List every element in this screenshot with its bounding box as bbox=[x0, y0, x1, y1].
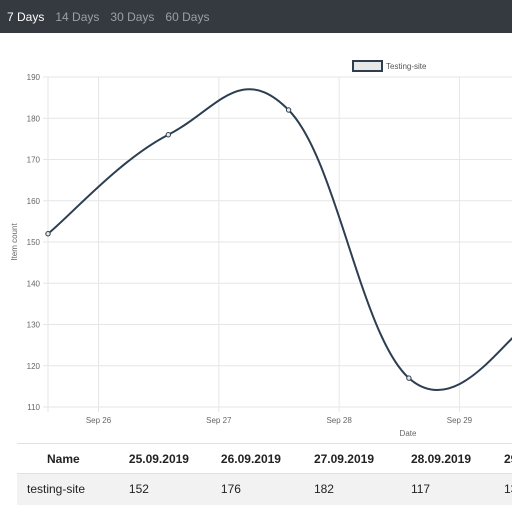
data-point[interactable] bbox=[165, 132, 172, 138]
tab-14-days[interactable]: 14 Days bbox=[55, 9, 100, 24]
y-tick-label: 160 bbox=[27, 197, 41, 206]
y-axis-ticks: 110 120 130 140 150 160 170 180 190 bbox=[27, 73, 41, 412]
y-tick-label: 180 bbox=[27, 114, 41, 123]
data-point[interactable] bbox=[45, 231, 51, 237]
counts-table-container: Name 25.09.2019 26.09.2019 27.09.2019 28… bbox=[17, 443, 512, 511]
header-date: 28.09.2019 bbox=[402, 443, 500, 474]
tab-60-days[interactable]: 60 Days bbox=[165, 9, 210, 24]
series-testing-site bbox=[45, 88, 512, 391]
cell-value: 182 bbox=[305, 473, 403, 505]
legend-label: Testing-site bbox=[386, 62, 427, 71]
header-date: 25.09.2019 bbox=[111, 443, 209, 474]
chart-canvas: 110 120 130 140 150 160 170 180 190 Sep 26 Sep 27… bbox=[10, 60, 512, 438]
cell-site-name: testing-site bbox=[17, 473, 112, 505]
table-header-row: Name 25.09.2019 26.09.2019 27.09.2019 28… bbox=[17, 443, 512, 474]
data-point[interactable] bbox=[406, 375, 412, 381]
x-tick-label: Sep 28 bbox=[326, 416, 352, 425]
tab-7-days[interactable]: 7 Days bbox=[7, 9, 45, 24]
chart-legend[interactable]: Testing-site bbox=[352, 60, 427, 72]
x-tick-label: Sep 26 bbox=[86, 416, 112, 425]
y-tick-label: 120 bbox=[27, 362, 41, 371]
cell-value: 176 bbox=[208, 473, 306, 505]
range-tabs: 7 Days 14 Days 30 Days 60 Days bbox=[0, 0, 512, 33]
header-date: 27.09.2019 bbox=[305, 443, 403, 474]
y-axis-label: Item count bbox=[10, 223, 19, 261]
header-date: 29.09.2019 bbox=[499, 443, 512, 474]
y-tick-label: 150 bbox=[27, 238, 41, 247]
cell-value: 152 bbox=[111, 473, 209, 505]
y-tick-label: 190 bbox=[27, 73, 41, 82]
header-name: Name bbox=[17, 443, 112, 474]
y-tick-label: 110 bbox=[27, 403, 40, 412]
data-point[interactable] bbox=[285, 107, 292, 113]
x-tick-label: Sep 29 bbox=[447, 416, 473, 425]
legend-swatch bbox=[352, 60, 383, 72]
cell-value: 117 bbox=[402, 473, 500, 505]
tab-30-days[interactable]: 30 Days bbox=[110, 9, 155, 24]
header-date: 26.09.2019 bbox=[208, 443, 306, 474]
cell-value: 132 bbox=[499, 473, 512, 505]
table-row: testing-site 152 176 182 117 132 bbox=[17, 473, 512, 505]
x-tick-label: Sep 27 bbox=[206, 416, 232, 425]
y-tick-label: 130 bbox=[27, 321, 41, 330]
y-tick-label: 170 bbox=[27, 156, 41, 165]
x-axis-label: Date bbox=[400, 429, 417, 438]
x-axis-ticks: Sep 26 Sep 27 Sep 28 Sep 29 bbox=[86, 416, 473, 425]
counts-table: Name 25.09.2019 26.09.2019 27.09.2019 28… bbox=[17, 443, 512, 505]
y-tick-label: 140 bbox=[27, 279, 41, 288]
chart-grid bbox=[43, 76, 512, 412]
series-line bbox=[47, 88, 512, 391]
item-count-chart: 110 120 130 140 150 160 170 180 190 Sep 26 Sep 27… bbox=[0, 55, 512, 440]
